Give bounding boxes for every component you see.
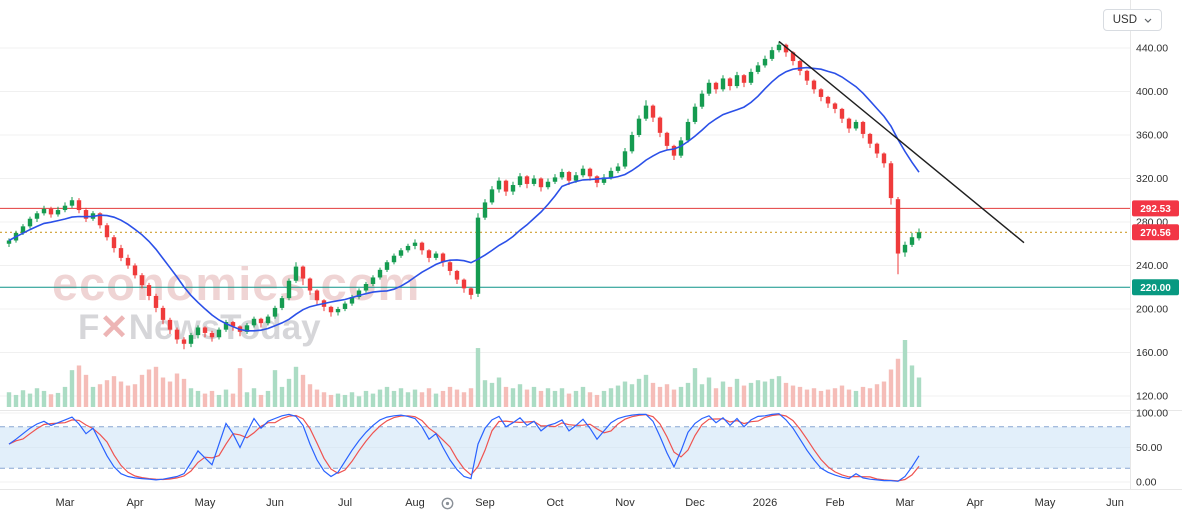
price-axis: 440.00400.00360.00320.00280.00240.00200.…: [1136, 43, 1168, 489]
time-axis: Mar Apr May Jun Jul Aug Sep Oct Nov Dec 2026 Feb Mar…: [56, 497, 1124, 509]
svg-text:Aug: Aug: [405, 497, 425, 509]
grid-layer: [0, 0, 1182, 490]
currency-selector[interactable]: USD: [1102, 9, 1162, 31]
svg-text:400.00: 400.00: [1136, 86, 1168, 98]
oscillator-band: [0, 426, 1130, 469]
svg-text:May: May: [1035, 497, 1056, 509]
svg-text:Dec: Dec: [685, 497, 705, 509]
chevron-down-icon: [1144, 18, 1152, 23]
svg-text:120.00: 120.00: [1136, 391, 1168, 403]
candles-layer: [6, 41, 922, 350]
svg-text:240.00: 240.00: [1136, 260, 1168, 272]
svg-text:292.53: 292.53: [1140, 204, 1171, 215]
svg-text:360.00: 360.00: [1136, 130, 1168, 142]
svg-text:220.00: 220.00: [1140, 283, 1171, 294]
svg-text:Mar: Mar: [896, 497, 915, 509]
svg-text:100.00: 100.00: [1136, 408, 1168, 420]
svg-text:0.00: 0.00: [1136, 477, 1157, 489]
svg-text:50.00: 50.00: [1136, 442, 1162, 454]
svg-text:Feb: Feb: [826, 497, 845, 509]
svg-text:2026: 2026: [753, 497, 777, 509]
svg-text:200.00: 200.00: [1136, 304, 1168, 316]
volume-layer: [6, 340, 922, 407]
svg-text:Jun: Jun: [1106, 497, 1124, 509]
currency-label: USD: [1112, 14, 1137, 26]
svg-text:320.00: 320.00: [1136, 173, 1168, 185]
svg-text:Nov: Nov: [615, 497, 635, 509]
circle-dot-icon: [440, 496, 455, 511]
svg-text:Mar: Mar: [56, 497, 75, 509]
svg-text:270.56: 270.56: [1140, 228, 1171, 239]
svg-text:Apr: Apr: [966, 497, 983, 509]
svg-text:440.00: 440.00: [1136, 43, 1168, 55]
oscillator-layer: [8, 413, 920, 482]
svg-text:Oct: Oct: [546, 497, 563, 509]
svg-text:Jul: Jul: [338, 497, 352, 509]
svg-text:Sep: Sep: [475, 497, 495, 509]
svg-text:160.00: 160.00: [1136, 347, 1168, 359]
price-tags: 292.53 270.56 220.00: [1132, 200, 1179, 296]
svg-text:Apr: Apr: [126, 497, 143, 509]
svg-text:Jun: Jun: [266, 497, 284, 509]
moving-average-line: [8, 66, 920, 332]
svg-text:May: May: [195, 497, 216, 509]
level-lines: [0, 207, 1130, 288]
trend-line: [778, 40, 1025, 244]
